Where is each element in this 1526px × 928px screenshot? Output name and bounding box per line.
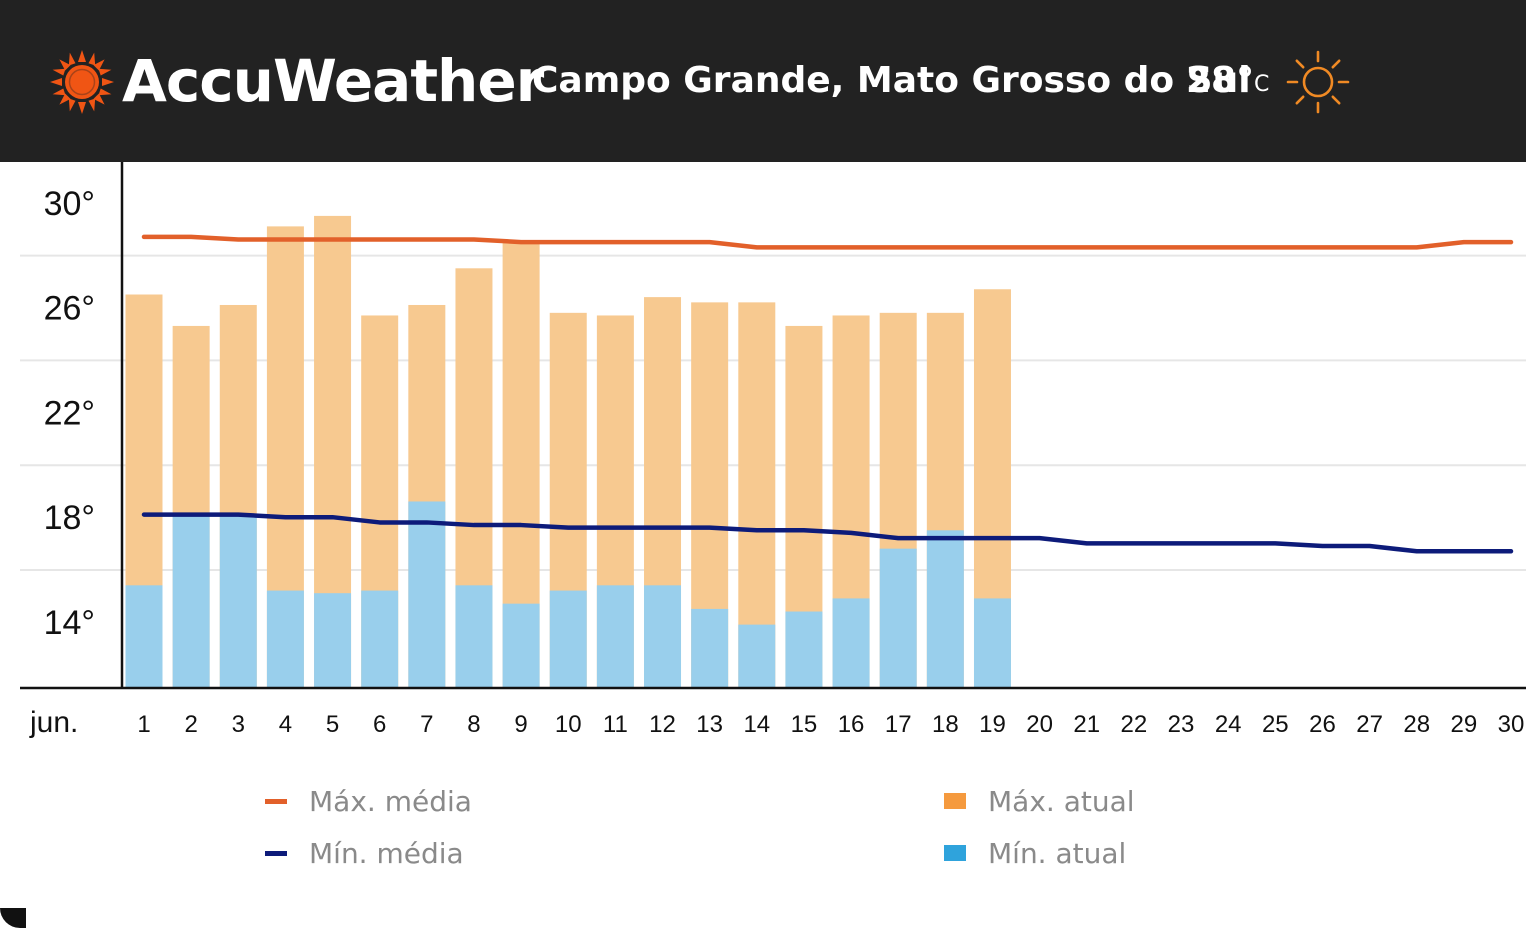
x-tick-label: 3 (232, 711, 245, 738)
bars (125, 215, 1011, 688)
x-tick-label: 15 (791, 711, 818, 738)
bar-min-actual[interactable] (691, 608, 729, 688)
legend-max-avg-label: Máx. média (309, 784, 472, 818)
x-tick-label: 23 (1168, 711, 1195, 738)
legend-min-avg[interactable]: Mín. média (265, 836, 464, 870)
x-tick-label: 24 (1215, 711, 1242, 738)
axis-labels: 14°18°22°26°30°jun. 1 2 3 4 5 6 7 8 9 10 11 12 13 14 15… (29, 185, 1524, 739)
legend-max-actual-swatch (944, 793, 966, 809)
line-max-avg[interactable] (141, 234, 1514, 250)
bar-min-actual[interactable] (219, 514, 257, 688)
axes (20, 162, 1526, 690)
bar-min-actual[interactable] (832, 598, 870, 688)
current-temperature: 28° (1186, 60, 1255, 101)
x-tick-label: 21 (1073, 711, 1100, 738)
bar-min-actual[interactable] (266, 590, 304, 688)
bar-min-actual[interactable] (172, 514, 210, 688)
x-tick-label: 13 (696, 711, 723, 738)
x-tick-label: 7 (420, 711, 433, 738)
y-tick-label: 30° (44, 185, 95, 223)
x-tick-label: 26 (1309, 711, 1336, 738)
x-tick-label: 9 (514, 711, 527, 738)
line-min-avg[interactable] (141, 512, 1514, 554)
x-tick-label: 2 (184, 711, 197, 738)
brand-name[interactable]: AccuWeather (122, 47, 544, 115)
bar-min-actual[interactable] (455, 585, 493, 688)
x-tick-label: 5 (326, 711, 339, 738)
bar-min-actual[interactable] (785, 611, 823, 688)
bar-min-actual[interactable] (738, 624, 776, 688)
legend-max-actual[interactable]: Máx. atual (944, 784, 1135, 818)
legend-min-actual-label: Mín. atual (988, 836, 1127, 870)
bar-min-actual[interactable] (361, 590, 399, 688)
accuweather-sun-logo (50, 50, 114, 114)
temperature-chart: 14°18°22°26°30°jun. 1 2 3 4 5 6 7 8 9 10 11 12 13 14 15… (20, 162, 1526, 739)
x-tick-label: 1 (137, 711, 150, 738)
bar-min-actual[interactable] (879, 548, 917, 688)
x-tick-label: 29 (1451, 711, 1478, 738)
x-tick-label: 14 (743, 711, 770, 738)
x-tick-label: 28 (1403, 711, 1430, 738)
x-tick-label: 20 (1026, 711, 1053, 738)
bar-max-actual[interactable] (738, 302, 776, 688)
legend-min-avg-swatch (265, 850, 287, 856)
x-tick-label: 8 (467, 711, 480, 738)
legend-max-avg-swatch (265, 798, 287, 804)
legend-min-actual-swatch (944, 845, 966, 861)
bar-min-actual[interactable] (926, 530, 964, 688)
x-tick-label: 17 (885, 711, 912, 738)
x-tick-label: 22 (1121, 711, 1148, 738)
sun-icon (1286, 50, 1350, 114)
y-tick-label: 14° (44, 604, 95, 642)
y-tick-label: 26° (44, 290, 95, 328)
x-tick-label: 4 (279, 711, 292, 738)
bar-min-actual[interactable] (314, 593, 352, 688)
x-tick-label: 11 (603, 711, 628, 738)
legend-max-avg[interactable]: Máx. média (265, 784, 472, 818)
x-tick-label: 30 (1498, 711, 1525, 738)
month-label: jun. (29, 706, 78, 739)
x-tick-label: 16 (838, 711, 865, 738)
bar-min-actual[interactable] (502, 603, 540, 688)
location-name[interactable]: Campo Grande, Mato Grosso do Sul (532, 60, 1251, 101)
y-tick-label: 18° (44, 499, 95, 537)
bar-min-actual[interactable] (596, 585, 634, 688)
bar-min-actual[interactable] (549, 590, 587, 688)
x-tick-label: 19 (979, 711, 1006, 738)
corner-mark (0, 908, 26, 928)
legend-min-actual[interactable]: Mín. atual (944, 836, 1126, 870)
x-tick-label: 12 (649, 711, 676, 738)
x-tick-label: 18 (932, 711, 959, 738)
bar-min-actual[interactable] (644, 585, 682, 688)
average-lines (141, 234, 1514, 554)
bar-min-actual[interactable] (408, 501, 446, 688)
legend-max-actual-label: Máx. atual (988, 784, 1135, 818)
bar-min-actual[interactable] (973, 598, 1011, 688)
x-tick-label: 10 (555, 711, 582, 738)
legend-min-avg-label: Mín. média (309, 836, 464, 870)
x-tick-label: 6 (373, 711, 386, 738)
y-tick-label: 22° (44, 394, 95, 432)
header-bar: AccuWeather Campo Grande, Mato Grosso do… (0, 0, 1526, 162)
x-tick-label: 27 (1356, 711, 1383, 738)
x-tick-label: 25 (1262, 711, 1289, 738)
temperature-unit: C (1254, 72, 1270, 97)
bar-min-actual[interactable] (125, 585, 163, 688)
